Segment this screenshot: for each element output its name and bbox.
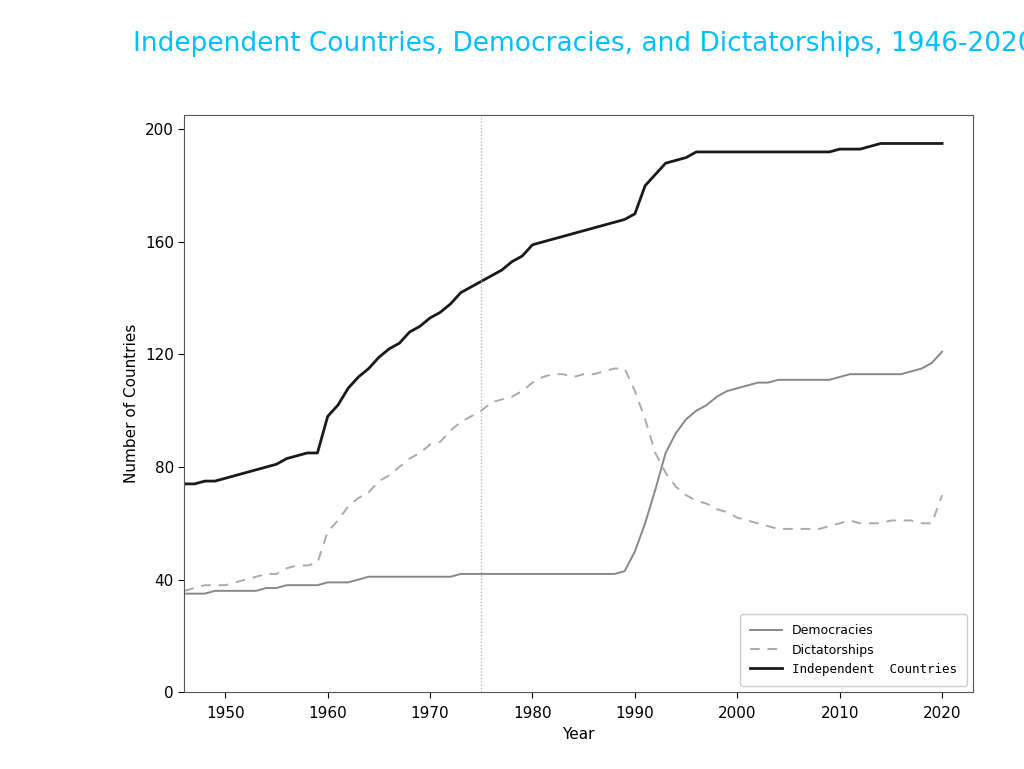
Independent  Countries [936,139,948,148]
X-axis label: Year: Year [562,727,595,741]
Democracies [178,589,190,598]
Independent  Countries [178,479,190,488]
Independent  Countries [752,148,764,157]
Independent  Countries [874,139,887,148]
Dictatorships [608,364,621,373]
Independent  Countries [772,148,784,157]
Y-axis label: Number of Countries: Number of Countries [124,324,139,484]
Democracies [240,586,252,595]
Democracies [752,378,764,388]
Dictatorships [178,586,190,595]
Line: Independent  Countries: Independent Countries [184,144,942,484]
Independent  Countries [240,468,252,478]
Line: Democracies: Democracies [184,351,942,594]
Democracies [803,375,815,384]
Independent  Countries [854,145,866,154]
Dictatorships [864,518,877,528]
Dictatorships [813,524,825,534]
Legend: Democracies, Dictatorships, Independent  Countries: Democracies, Dictatorships, Independent … [740,614,967,686]
Democracies [772,375,784,384]
Democracies [782,375,795,384]
Dictatorships [936,491,948,500]
Dictatorships [240,575,252,584]
Text: Independent Countries, Democracies, and Dictatorships, 1946-2020: Independent Countries, Democracies, and … [133,31,1024,57]
Dictatorships [762,521,774,531]
Dictatorships [793,524,805,534]
Democracies [936,347,948,356]
Democracies [854,370,866,379]
Independent  Countries [803,148,815,157]
Independent  Countries [782,148,795,157]
Dictatorships [782,524,795,534]
Line: Dictatorships: Dictatorships [184,368,942,591]
